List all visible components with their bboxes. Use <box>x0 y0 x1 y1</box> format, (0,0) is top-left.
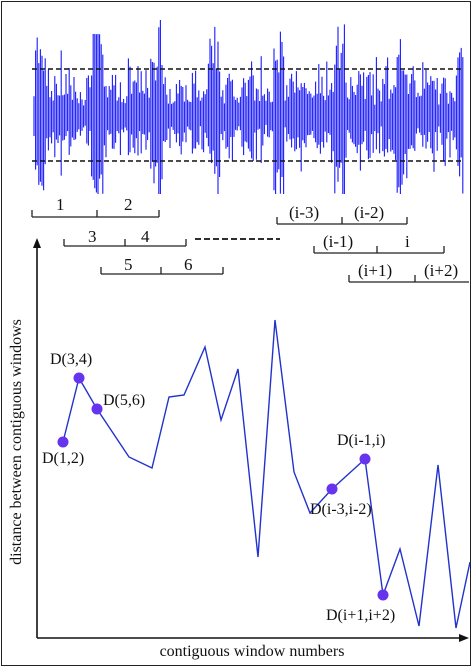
window-label-i-1: (i-1) <box>323 232 353 251</box>
window-bracket-i-1-i <box>313 246 445 254</box>
window-label-1: 1 <box>56 195 65 214</box>
window-label-3: 3 <box>88 227 97 246</box>
point-label-d-3-4: D(3,4) <box>50 351 92 368</box>
window-label-i+2: (i+2) <box>424 261 458 280</box>
marker-d-i-3-i-2 <box>326 483 338 495</box>
marker-d-1-2 <box>57 436 69 448</box>
waveform-samples <box>33 20 464 194</box>
distance-curve <box>62 319 471 629</box>
window-label-i: i <box>405 232 410 251</box>
point-label-d-i+1-i+2: D(i+1,i+2) <box>326 607 395 624</box>
window-bracket-1-2 <box>31 210 160 218</box>
window-bracket-i-3-i-2 <box>276 217 408 225</box>
x-axis-arrow <box>459 634 469 642</box>
window-bracket-5-6 <box>100 267 224 275</box>
window-label-2: 2 <box>124 195 133 214</box>
window-bracket-i+1-i+2 <box>348 275 469 283</box>
marker-d-i-1-i <box>359 453 371 465</box>
distance-plot: D(1,2) D(3,4) D(5,6) D(i-1,i) D(i-3,i-2)… <box>8 238 471 660</box>
window-label-6: 6 <box>184 255 193 274</box>
point-label-d-1-2: D(1,2) <box>42 450 84 467</box>
x-axis-title: contiguous window numbers <box>160 643 345 660</box>
marker-d-5-6 <box>91 403 103 415</box>
window-label-i+1: (i+1) <box>358 261 392 280</box>
marker-d-3-4 <box>73 372 85 384</box>
window-label-4: 4 <box>141 227 150 246</box>
window-label-i-2: (i-2) <box>354 203 384 222</box>
window-label-5: 5 <box>124 255 133 274</box>
point-label-d-i-1-i: D(i-1,i) <box>337 432 385 449</box>
y-axis-arrow <box>33 238 41 248</box>
window-label-i-3: (i-3) <box>289 203 319 222</box>
point-label-d-5-6: D(5,6) <box>103 392 145 409</box>
marker-d-i+1-i+2 <box>377 589 389 601</box>
signal-waveform <box>32 20 464 194</box>
y-axis-title: distance between contiguous windows <box>8 319 25 565</box>
window-bracket-3-4 <box>63 239 187 247</box>
point-markers <box>57 372 389 601</box>
point-label-d-i-3-i-2: D(i-3,i-2) <box>310 501 372 518</box>
